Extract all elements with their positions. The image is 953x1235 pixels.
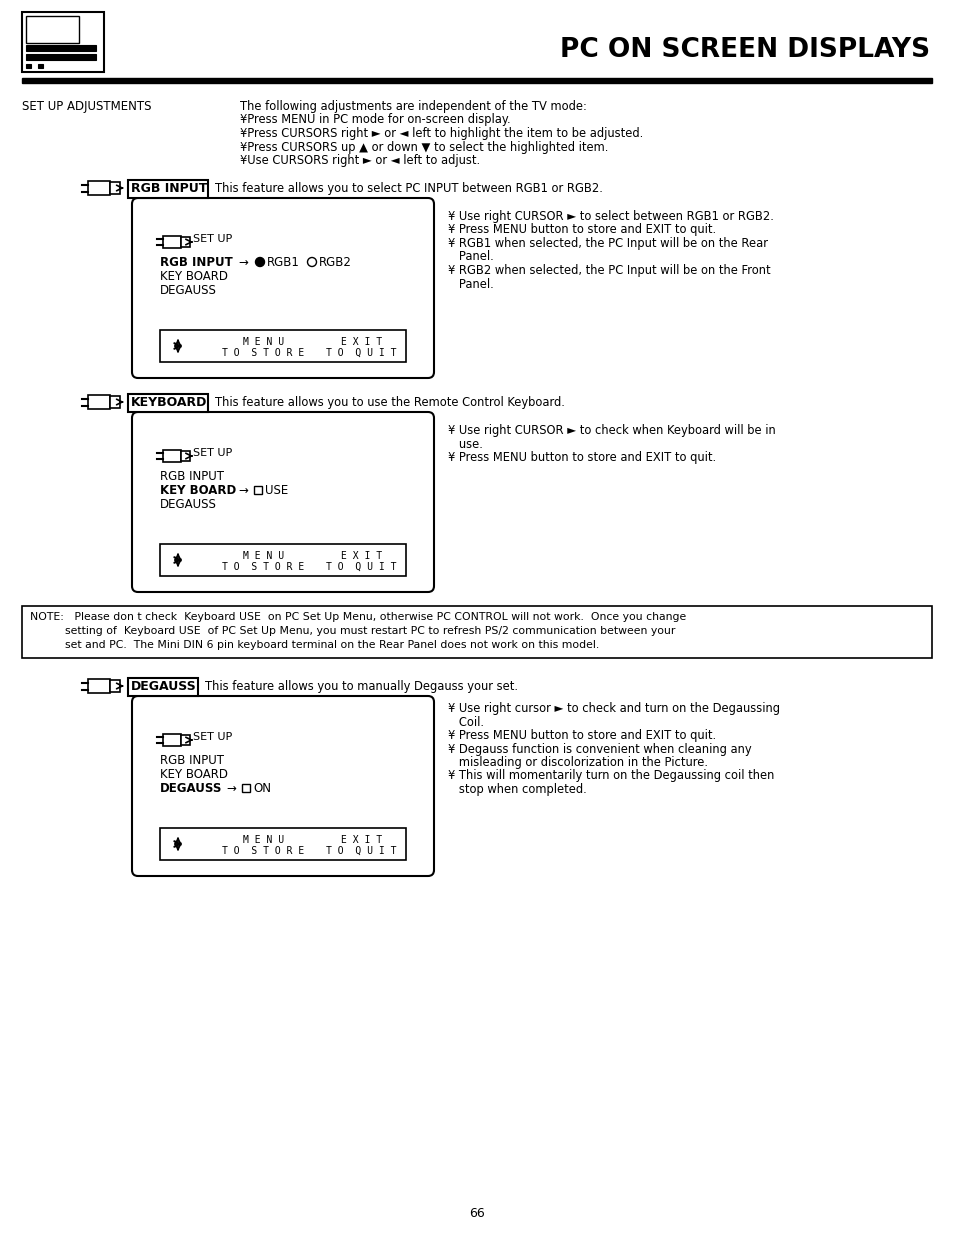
Bar — [162, 734, 181, 746]
Bar — [160, 827, 406, 860]
Text: NOTE:   Please don t check  Keyboard USE  on PC Set Up Menu, otherwise PC CONTRO: NOTE: Please don t check Keyboard USE on… — [30, 613, 685, 622]
Circle shape — [255, 258, 264, 267]
Bar — [128, 180, 208, 198]
Text: E X I T: E X I T — [341, 835, 382, 845]
Text: set and PC.  The Mini DIN 6 pin keyboard terminal on the Rear Panel does not wor: set and PC. The Mini DIN 6 pin keyboard … — [30, 640, 598, 650]
Bar — [26, 63, 30, 68]
Text: Coil.: Coil. — [448, 715, 483, 729]
Text: T O  S T O R E: T O S T O R E — [222, 562, 304, 572]
Bar — [88, 679, 110, 693]
Text: USE: USE — [265, 484, 288, 496]
Text: M E N U: M E N U — [242, 551, 284, 561]
Text: 66: 66 — [469, 1207, 484, 1220]
Bar — [128, 678, 198, 697]
FancyBboxPatch shape — [132, 412, 434, 592]
Text: RGB INPUT: RGB INPUT — [160, 755, 224, 767]
Text: M E N U: M E N U — [242, 337, 284, 347]
Text: SET UP: SET UP — [193, 233, 232, 245]
Bar — [160, 543, 406, 576]
Text: DEGAUSS: DEGAUSS — [160, 498, 216, 511]
Text: E X I T: E X I T — [341, 551, 382, 561]
Bar — [253, 487, 262, 494]
Text: The following adjustments are independent of the TV mode:: The following adjustments are independen… — [240, 100, 586, 112]
Text: RGB INPUT: RGB INPUT — [131, 182, 207, 195]
Text: T O  Q U I T: T O Q U I T — [326, 562, 396, 572]
Bar — [242, 784, 250, 792]
Bar — [26, 16, 79, 43]
Text: RGB INPUT: RGB INPUT — [160, 256, 233, 269]
Text: stop when completed.: stop when completed. — [448, 783, 586, 797]
Bar — [181, 451, 190, 461]
Text: ¥ Use right CURSOR ► to select between RGB1 or RGB2.: ¥ Use right CURSOR ► to select between R… — [448, 210, 773, 224]
Text: KEY BOARD: KEY BOARD — [160, 768, 228, 781]
Text: KEY BOARD: KEY BOARD — [160, 270, 228, 283]
Bar — [26, 54, 95, 61]
Text: PC ON SCREEN DISPLAYS: PC ON SCREEN DISPLAYS — [559, 37, 929, 63]
Text: KEYBOARD: KEYBOARD — [131, 396, 207, 409]
Text: ¥ Use right CURSOR ► to check when Keyboard will be in: ¥ Use right CURSOR ► to check when Keybo… — [448, 424, 775, 437]
Bar — [22, 78, 931, 83]
Bar — [110, 680, 120, 692]
Bar — [110, 182, 120, 194]
Text: RGB1: RGB1 — [267, 256, 299, 269]
Text: ¥ RGB1 when selected, the PC Input will be on the Rear: ¥ RGB1 when selected, the PC Input will … — [448, 237, 767, 249]
Text: ¥Press CURSORS up ▲ or down ▼ to select the highlighted item.: ¥Press CURSORS up ▲ or down ▼ to select … — [240, 141, 608, 153]
Bar — [22, 606, 931, 658]
Text: ¥ Press MENU button to store and EXIT to quit.: ¥ Press MENU button to store and EXIT to… — [448, 224, 716, 236]
Bar — [181, 237, 190, 247]
Bar — [26, 44, 95, 51]
Text: T O  Q U I T: T O Q U I T — [326, 348, 396, 358]
Text: ¥Press CURSORS right ► or ◄ left to highlight the item to be adjusted.: ¥Press CURSORS right ► or ◄ left to high… — [240, 127, 642, 140]
Text: KEY BOARD: KEY BOARD — [160, 484, 236, 496]
Text: SET UP ADJUSTMENTS: SET UP ADJUSTMENTS — [22, 100, 152, 112]
Text: This feature allows you to manually Degauss your set.: This feature allows you to manually Dega… — [205, 680, 517, 693]
Text: Panel.: Panel. — [448, 278, 494, 290]
Text: RGB2: RGB2 — [318, 256, 352, 269]
Text: E X I T: E X I T — [341, 337, 382, 347]
Text: misleading or discolorization in the Picture.: misleading or discolorization in the Pic… — [448, 756, 707, 769]
Text: use.: use. — [448, 437, 482, 451]
Text: DEGAUSS: DEGAUSS — [131, 680, 196, 693]
Text: M E N U: M E N U — [242, 835, 284, 845]
Bar — [128, 394, 208, 412]
Bar — [88, 395, 110, 409]
Text: ¥ This will momentarily turn on the Degaussing coil then: ¥ This will momentarily turn on the Dega… — [448, 769, 774, 783]
Text: T O  S T O R E: T O S T O R E — [222, 846, 304, 856]
Text: →: → — [226, 782, 235, 795]
Text: →: → — [237, 484, 248, 496]
Text: ¥ Use right cursor ► to check and turn on the Degaussing: ¥ Use right cursor ► to check and turn o… — [448, 701, 780, 715]
Text: T O  Q U I T: T O Q U I T — [326, 846, 396, 856]
Bar — [110, 396, 120, 408]
Text: ¥ Degauss function is convenient when cleaning any: ¥ Degauss function is convenient when cl… — [448, 742, 751, 756]
Bar — [160, 330, 406, 362]
Text: SET UP: SET UP — [193, 448, 232, 458]
Text: ¥ RGB2 when selected, the PC Input will be on the Front: ¥ RGB2 when selected, the PC Input will … — [448, 264, 770, 277]
Text: RGB INPUT: RGB INPUT — [160, 471, 224, 483]
Text: Panel.: Panel. — [448, 251, 494, 263]
Text: T O  S T O R E: T O S T O R E — [222, 348, 304, 358]
FancyBboxPatch shape — [132, 697, 434, 876]
Text: ¥ Press MENU button to store and EXIT to quit.: ¥ Press MENU button to store and EXIT to… — [448, 451, 716, 464]
Text: →: → — [237, 256, 248, 269]
Text: ¥Use CURSORS right ► or ◄ left to adjust.: ¥Use CURSORS right ► or ◄ left to adjust… — [240, 154, 479, 167]
Text: ¥ Press MENU button to store and EXIT to quit.: ¥ Press MENU button to store and EXIT to… — [448, 729, 716, 742]
Text: This feature allows you to use the Remote Control Keyboard.: This feature allows you to use the Remot… — [214, 396, 564, 409]
Text: ON: ON — [253, 782, 271, 795]
Text: ¥Press MENU in PC mode for on-screen display.: ¥Press MENU in PC mode for on-screen dis… — [240, 114, 510, 126]
FancyBboxPatch shape — [132, 198, 434, 378]
Bar — [38, 63, 43, 68]
Bar — [162, 236, 181, 248]
Text: DEGAUSS: DEGAUSS — [160, 284, 216, 296]
Bar — [88, 182, 110, 195]
Text: This feature allows you to select PC INPUT between RGB1 or RGB2.: This feature allows you to select PC INP… — [214, 182, 602, 195]
Bar — [181, 735, 190, 745]
Text: SET UP: SET UP — [193, 732, 232, 742]
Bar — [162, 450, 181, 462]
Text: setting of  Keyboard USE  of PC Set Up Menu, you must restart PC to refresh PS/2: setting of Keyboard USE of PC Set Up Men… — [30, 626, 675, 636]
Text: DEGAUSS: DEGAUSS — [160, 782, 222, 795]
Bar — [22, 12, 104, 72]
